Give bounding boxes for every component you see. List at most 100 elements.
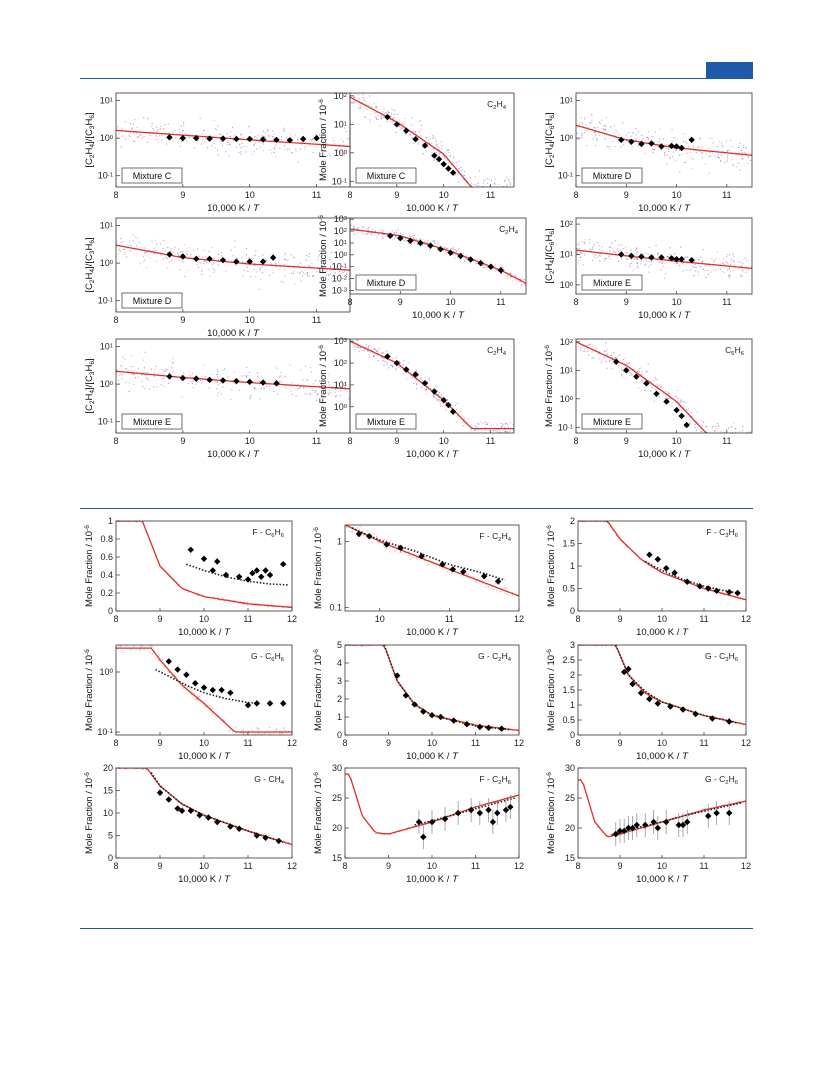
simulation-point bbox=[664, 277, 666, 279]
simulation-point bbox=[684, 161, 686, 164]
data-point bbox=[654, 556, 661, 563]
simulation-point bbox=[701, 157, 703, 159]
data-point bbox=[463, 721, 470, 728]
y-tick-label: 100 bbox=[99, 667, 113, 677]
simulation-point bbox=[521, 284, 523, 286]
simulation-point bbox=[364, 233, 366, 236]
simulation-point bbox=[415, 238, 417, 240]
simulation-point bbox=[708, 147, 710, 149]
simulation-point bbox=[711, 433, 712, 434]
simulation-point bbox=[355, 345, 357, 347]
simulation-point bbox=[358, 528, 360, 530]
simulation-point bbox=[637, 258, 639, 260]
simulation-point bbox=[384, 360, 386, 362]
simulation-point bbox=[270, 838, 273, 840]
simulation-point bbox=[346, 272, 348, 274]
simulation-point bbox=[200, 382, 202, 384]
simulation-point bbox=[340, 375, 342, 377]
data-point bbox=[485, 724, 492, 731]
simulation-point bbox=[241, 142, 243, 144]
simulation-point bbox=[422, 147, 424, 149]
simulation-point bbox=[336, 149, 338, 152]
simulation-point bbox=[390, 120, 392, 122]
simulation-point bbox=[486, 423, 489, 425]
x-tick-label: 10 bbox=[427, 861, 437, 871]
data-point bbox=[431, 152, 438, 159]
x-tick-label: 9 bbox=[386, 861, 391, 871]
simulation-point bbox=[594, 127, 596, 129]
simulation-point bbox=[259, 398, 261, 400]
simulation-point bbox=[305, 365, 307, 367]
simulation-point bbox=[690, 411, 692, 413]
simulation-point bbox=[386, 120, 388, 123]
plot-area bbox=[578, 645, 746, 726]
data-point bbox=[253, 700, 260, 707]
simulation-point bbox=[380, 114, 382, 117]
simulation-point bbox=[481, 579, 483, 581]
simulation-point bbox=[739, 142, 741, 144]
simulation-point bbox=[325, 150, 327, 152]
model-curve bbox=[116, 244, 350, 271]
simulation-point bbox=[475, 263, 477, 265]
simulation-point bbox=[410, 124, 412, 126]
simulation-point bbox=[268, 274, 271, 276]
data-point bbox=[280, 700, 287, 707]
simulation-point bbox=[658, 140, 660, 143]
simulation-point bbox=[444, 157, 446, 159]
simulation-point bbox=[434, 138, 436, 140]
simulation-point bbox=[262, 254, 264, 256]
simulation-point bbox=[463, 170, 466, 173]
simulation-point bbox=[403, 117, 406, 120]
data-point bbox=[273, 136, 280, 144]
simulation-point bbox=[751, 438, 752, 439]
simulation-point bbox=[730, 260, 732, 262]
simulation-point bbox=[728, 277, 730, 279]
simulation-point bbox=[723, 804, 725, 806]
simulation-point bbox=[186, 253, 188, 255]
data-point bbox=[692, 710, 699, 718]
simulation-point bbox=[411, 243, 413, 245]
x-tick-label: 10 bbox=[439, 190, 449, 200]
simulation-point bbox=[461, 252, 463, 254]
simulation-point bbox=[440, 141, 442, 143]
simulation-point bbox=[594, 135, 596, 137]
simulation-point bbox=[410, 554, 412, 556]
simulation-point bbox=[398, 121, 400, 123]
simulation-point bbox=[396, 114, 398, 116]
series-label: G - C3H6 bbox=[705, 651, 739, 663]
simulation-point bbox=[640, 260, 643, 262]
y-tick-label: 15 bbox=[103, 786, 113, 796]
simulation-point bbox=[357, 227, 359, 229]
simulation-point bbox=[718, 157, 721, 159]
simulation-point bbox=[342, 140, 344, 143]
simulation-point bbox=[732, 165, 734, 167]
data-point bbox=[269, 254, 277, 261]
simulation-point bbox=[194, 692, 196, 694]
simulation-point bbox=[172, 370, 174, 372]
simulation-point bbox=[272, 272, 274, 274]
simulation-point bbox=[283, 727, 285, 729]
simulation-point bbox=[120, 237, 122, 240]
simulation-point bbox=[268, 835, 270, 837]
simulation-point bbox=[739, 261, 741, 264]
simulation-point bbox=[253, 144, 255, 146]
simulation-point bbox=[191, 372, 193, 374]
simulation-point bbox=[615, 357, 617, 359]
simulation-point bbox=[432, 147, 434, 149]
simulation-point bbox=[505, 195, 506, 196]
simulation-point bbox=[283, 281, 285, 283]
simulation-point bbox=[325, 270, 327, 273]
simulation-point bbox=[474, 429, 476, 432]
simulation-point bbox=[332, 381, 334, 384]
simulation-point bbox=[498, 194, 499, 195]
simulation-point bbox=[686, 416, 688, 418]
simulation-point bbox=[153, 129, 155, 131]
simulation-point bbox=[649, 260, 651, 263]
x-axis-label: 10,000 K / T bbox=[178, 874, 231, 885]
simulation-point bbox=[191, 383, 193, 385]
simulation-point bbox=[599, 122, 601, 124]
simulation-point bbox=[243, 145, 245, 147]
simulation-point bbox=[669, 254, 671, 256]
x-axis-label: 10,000 K / T bbox=[207, 328, 260, 339]
y-tick-label: 102 bbox=[334, 226, 347, 236]
